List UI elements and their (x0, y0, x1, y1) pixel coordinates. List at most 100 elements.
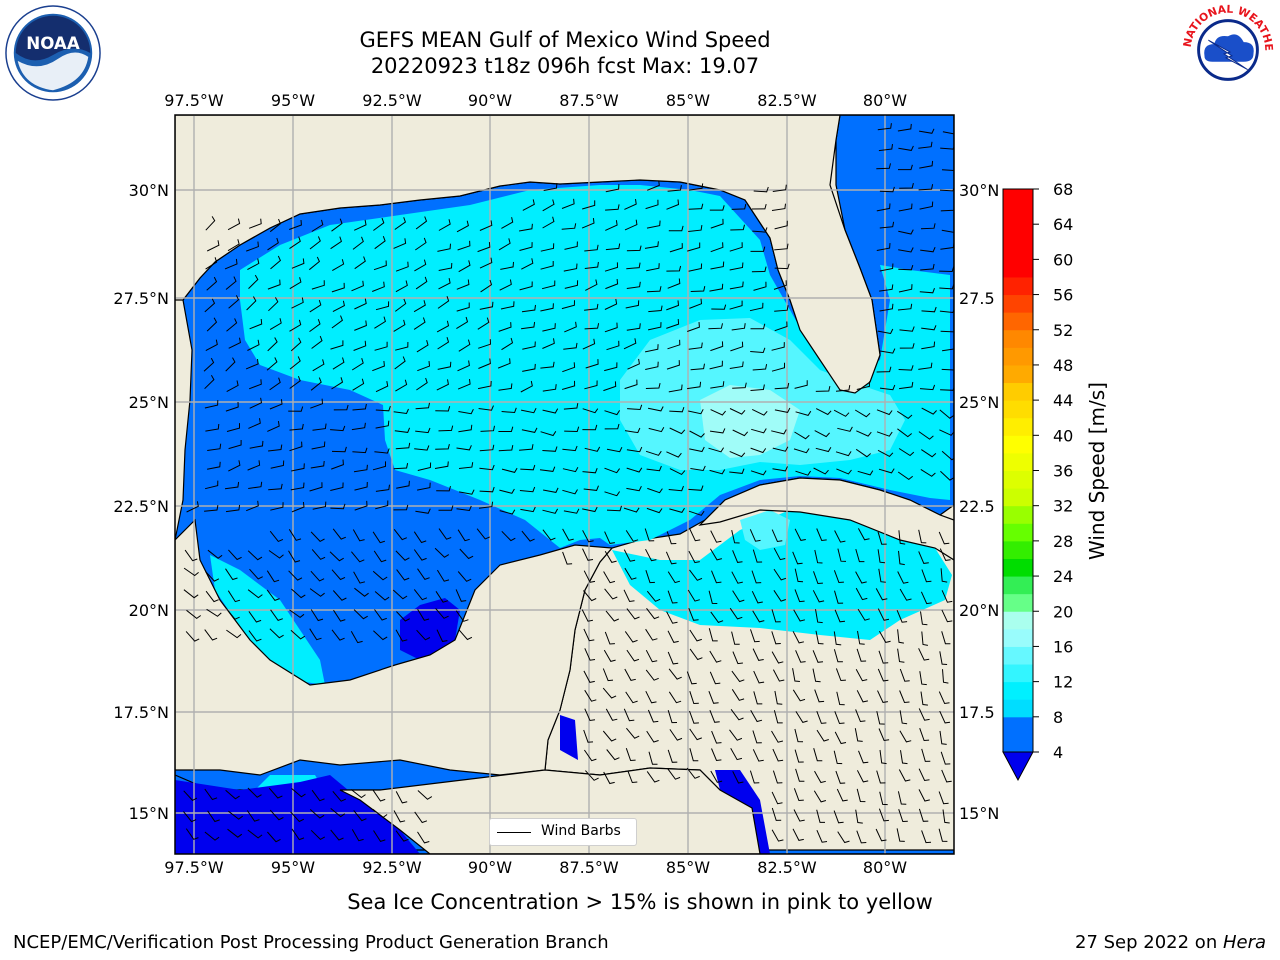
wind-barb-icon (205, 216, 216, 231)
wind-barb-icon (689, 183, 704, 191)
wind-barb-icon (350, 631, 363, 644)
wind-barb-icon (876, 431, 893, 437)
wind-barb-icon (414, 259, 427, 272)
wind-barb-icon (771, 631, 781, 645)
wind-barb-icon (731, 203, 747, 210)
wind-barb-icon (331, 282, 345, 293)
wind-barb-icon (731, 670, 745, 683)
wind-barb-icon (205, 339, 218, 352)
wind-barb-icon (267, 421, 280, 432)
wind-barb-icon (833, 649, 843, 663)
wind-barb-icon (812, 590, 825, 603)
wind-barb-icon (331, 446, 347, 453)
wind-barb-icon (373, 260, 387, 271)
wind-barb-icon (855, 709, 866, 723)
wind-barb-icon (815, 385, 831, 392)
wind-barb-icon (354, 500, 368, 511)
west-wind-8-12 (210, 555, 325, 685)
lon-label-top: 87.5°W (559, 91, 619, 110)
wind-barb-icon (330, 829, 344, 841)
lat-label-left: 25°N (129, 393, 169, 412)
colorbar-tick-label: 48 (1053, 356, 1073, 375)
wind-barb-icon (836, 788, 848, 802)
wind-barb-icon (185, 828, 199, 840)
wind-barb-icon (815, 408, 832, 416)
wind-barb-icon (687, 381, 702, 390)
wind-barb-icon (267, 337, 278, 352)
wind-barb-icon (291, 297, 304, 309)
wind-barb-icon (416, 377, 428, 391)
wind-barb-icon (562, 445, 578, 452)
wind-barb-icon (879, 186, 895, 193)
wind-barb-icon (456, 505, 472, 512)
wind-barb-icon (708, 691, 719, 704)
lat-label-right: 27.5 (959, 289, 995, 308)
wind-barb-icon (350, 789, 366, 799)
wind-barb-icon (602, 687, 617, 699)
wind-barb-icon (645, 628, 658, 641)
wind-barb-icon (480, 279, 493, 293)
wind-barb-icon (185, 631, 200, 642)
wind-barb-icon (814, 430, 830, 438)
wind-barb-icon (857, 608, 870, 621)
wind-barb-icon (542, 323, 556, 332)
wind-barb-icon (207, 549, 223, 559)
wind-barb-icon (416, 340, 429, 353)
wind-barb-icon (247, 460, 261, 471)
wind-barb-icon (833, 409, 850, 417)
wind-barb-icon (476, 528, 490, 540)
legend: Wind Barbs (489, 818, 637, 846)
land-mexico (175, 518, 614, 776)
wind-barb-icon (269, 377, 281, 391)
wind-barb-icon (458, 462, 474, 469)
wind-barb-icon (624, 631, 638, 643)
wind-barb-icon (833, 810, 844, 824)
lat-label-right: 17.5 (959, 703, 995, 722)
wind-barb-icon (688, 409, 704, 415)
wind-barb-icon (729, 450, 746, 458)
colorbar-segment (1003, 294, 1033, 313)
lat-label-right: 20°N (959, 601, 999, 620)
wind-barb-icon (309, 319, 321, 333)
wind-barb-icon (623, 589, 635, 603)
wind-barb-icon (562, 362, 576, 373)
wind-barb-icon (813, 748, 823, 762)
wind-barb-icon (204, 400, 219, 409)
wind-barb-icon (942, 131, 954, 135)
wind-barb-icon (709, 283, 724, 292)
wind-barb-icon (794, 589, 805, 603)
wind-barb-icon (689, 648, 703, 661)
wind-barb-icon (668, 485, 684, 492)
colorbar-segment (1003, 329, 1033, 348)
wind-barb-icon (710, 242, 724, 253)
colorbar-segment (1003, 470, 1033, 489)
wind-barb-icon (816, 528, 827, 542)
wind-barb-icon (645, 570, 655, 584)
wind-barb-icon (186, 609, 201, 620)
wind-barb-icon (666, 300, 680, 311)
wind-barb-icon (604, 491, 621, 497)
wind-barb-icon (835, 770, 846, 784)
wind-barb-icon (584, 244, 599, 252)
wind-barb-icon (941, 169, 954, 172)
wind-barb-icon (501, 530, 516, 542)
wind-barb-icon (309, 809, 325, 819)
wind-barb-icon (604, 467, 621, 474)
wind-barb-icon (395, 280, 408, 293)
colorbar-segment (1003, 558, 1033, 577)
wind-barb-icon (227, 590, 241, 603)
wind-barb-icon (795, 711, 808, 723)
wind-barb-icon (583, 590, 597, 602)
wind-barb-icon (585, 359, 599, 369)
footer-host: Hera (1222, 932, 1266, 953)
wind-barb-icon (646, 607, 660, 620)
wind-barb-icon (774, 305, 789, 312)
wind-barb-icon (688, 485, 704, 491)
wind-barb-icon (333, 404, 349, 411)
wind-barb-icon (289, 356, 301, 370)
lat-label-right: 15°N (959, 804, 999, 823)
wind-barb-icon (352, 236, 364, 250)
wind-barb-icon (604, 631, 615, 645)
wind-barb-icon (919, 128, 935, 134)
wind-barb-icon (876, 203, 891, 212)
